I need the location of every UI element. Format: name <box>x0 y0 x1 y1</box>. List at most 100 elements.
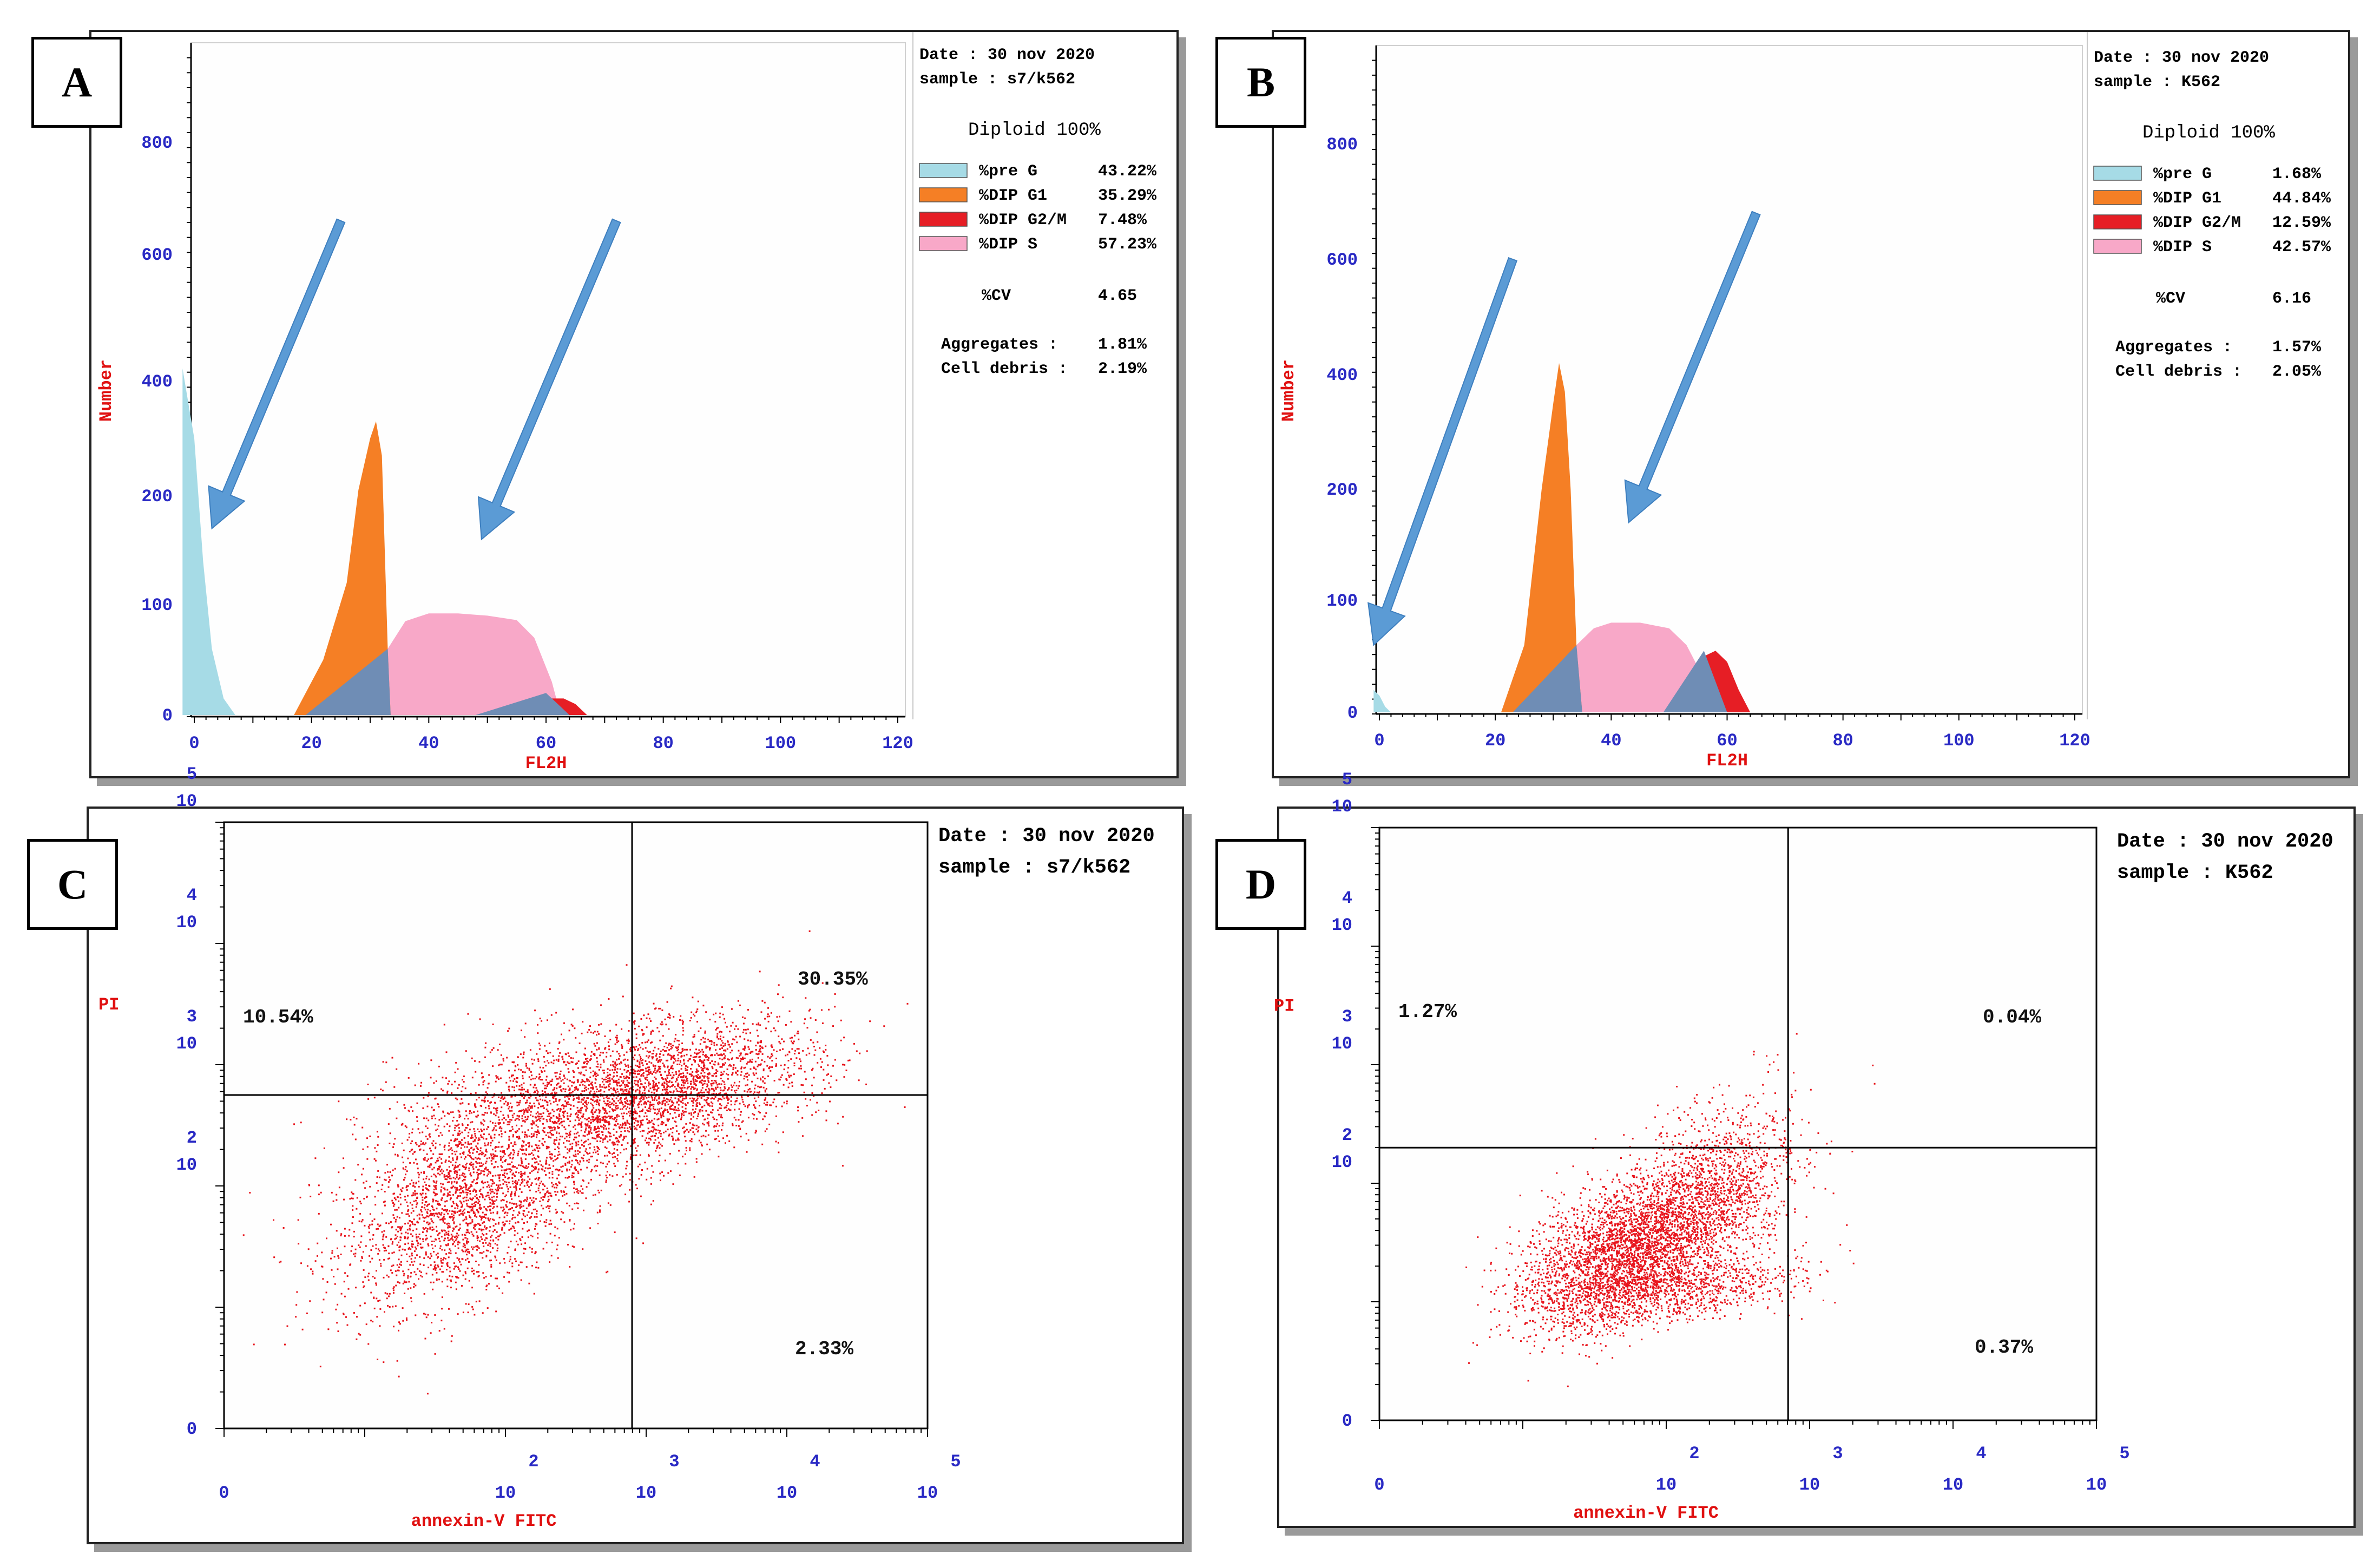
histogram-panel-a: 0 20 40 60 80 100 120 0 100 200 400 600 800 FL2H Numbe… <box>89 30 1179 778</box>
g1-s-overlap <box>1513 645 1582 712</box>
quadrant-lower-right: 0.37% <box>1975 1336 2033 1359</box>
x-tick-exponent: 2 <box>1689 1444 1699 1464</box>
plot-area <box>1376 45 2083 714</box>
x-axis-label: FL2H <box>1706 751 1748 771</box>
x-tick-label: 10 <box>1656 1475 1676 1495</box>
x-tick-exponent: 2 <box>528 1452 538 1472</box>
legend-label: %DIP G2/M <box>2153 214 2241 232</box>
dip-g1-peak <box>1501 363 1582 712</box>
plot-area <box>223 821 929 1430</box>
x-tick-exponent: 3 <box>669 1452 679 1472</box>
cv-label: %CV <box>2156 290 2185 308</box>
x-tick-exponent: 4 <box>1976 1444 1986 1464</box>
legend-label: %pre G <box>979 162 1037 181</box>
y-tick-label: 100 <box>1326 591 1358 611</box>
sample-label: sample : K562 <box>2094 73 2220 91</box>
legend-value: 7.48% <box>1098 211 1147 230</box>
arrow-1 <box>208 218 346 530</box>
x-tick-label: 100 <box>1943 731 1975 751</box>
legend-value: 1.68% <box>2272 165 2322 183</box>
scatter-chart-c: 0 0 10 2 10 2 10 3 10 3 10 4 10 4 10 5 10 5 annexin-V FITC… <box>98 764 1155 1531</box>
legend-swatch <box>2093 190 2142 205</box>
x-tick-label: 10 <box>2086 1475 2107 1495</box>
legend-swatch <box>2093 239 2142 254</box>
quadrant-lower-right: 2.33% <box>795 1338 853 1360</box>
y-axis-label: PI <box>98 995 119 1015</box>
diploid-label: Diploid 100% <box>968 120 1101 141</box>
y-tick-label: 200 <box>1326 480 1358 500</box>
y-tick-exponent: 2 <box>1342 1125 1352 1145</box>
panel-label-d: D <box>1215 839 1306 930</box>
panel-label-b: B <box>1215 37 1306 128</box>
y-tick-label: 400 <box>141 372 173 392</box>
x-axis-label: annexin-V FITC <box>411 1511 557 1531</box>
x-axis-label: annexin-V FITC <box>1573 1503 1719 1523</box>
x-tick-label: 10 <box>1943 1475 1963 1495</box>
x-tick-label: 80 <box>653 733 673 753</box>
y-tick-label: 10 <box>176 1034 197 1054</box>
legend-label: %DIP S <box>2153 238 2212 257</box>
panel-label-c: C <box>27 839 118 930</box>
s-g2m-overlap <box>1663 651 1727 712</box>
y-tick-exponent: 5 <box>187 764 197 784</box>
sample-label: sample : K562 <box>2117 862 2273 884</box>
y-tick-label: 800 <box>1326 135 1358 155</box>
x-tick-label: 60 <box>536 733 556 753</box>
arrow-2 <box>1624 211 1761 524</box>
legend-swatch <box>919 187 968 202</box>
y-tick-exponent: 5 <box>1342 770 1352 790</box>
y-tick-label: 10 <box>1332 1152 1352 1172</box>
debris-value: 2.19% <box>1098 360 1147 378</box>
x-tick-label: 100 <box>765 733 797 753</box>
pre-g-area <box>1373 690 1391 712</box>
x-tick-label: 20 <box>1485 731 1505 751</box>
histogram-panel-b: 0 20 40 60 80 100 120 0 100 200 400 600 800 FL2H Numbe… <box>1272 30 2350 778</box>
y-axis-label: Number <box>96 359 116 422</box>
scatter-panel-c: 0 0 10 2 10 2 10 3 10 3 10 4 10 4 10 5 10 5 annexin-V FITC… <box>87 764 1184 1544</box>
y-tick-label: 10 <box>1332 797 1352 817</box>
scatter-panel-d: 0 0 10 2 10 2 10 3 10 3 10 4 10 4 10 5 10 5 annexin-V FITC… <box>1274 770 2356 1528</box>
debris-label: Cell debris : <box>2115 363 2242 381</box>
quadrant-upper-right: 0.04% <box>1983 1006 2041 1028</box>
y-axis-label: PI <box>1274 996 1294 1017</box>
pre-g-area <box>182 368 235 715</box>
legend-swatch <box>919 212 968 227</box>
y-tick-label: 10 <box>176 1155 197 1175</box>
x-tick-exponent: 4 <box>810 1452 820 1472</box>
sample-label: sample : s7/k562 <box>938 856 1130 879</box>
y-tick-label: 400 <box>1326 365 1358 385</box>
y-tick-label: 10 <box>176 791 197 811</box>
y-tick-exponent: 3 <box>1342 1007 1352 1027</box>
cv-value: 4.65 <box>1098 287 1137 305</box>
cv-label: %CV <box>982 287 1011 305</box>
cv-value: 6.16 <box>2272 290 2311 308</box>
diploid-label: Diploid 100% <box>2142 123 2275 143</box>
arrow-2 <box>477 218 621 541</box>
y-tick-label: 800 <box>141 133 173 153</box>
x-tick-label: 80 <box>1832 731 1853 751</box>
g1-s-overlap <box>305 648 391 715</box>
x-tick-label: 20 <box>301 733 321 753</box>
date-label: Date : 30 nov 2020 <box>2117 830 2333 853</box>
panel-label-a: A <box>31 37 122 128</box>
x-tick-exponent: 5 <box>2119 1444 2129 1464</box>
y-tick-exponent: 4 <box>187 886 197 906</box>
y-tick-label: 10 <box>1332 915 1352 935</box>
date-label: Date : 30 nov 2020 <box>919 46 1095 64</box>
x-tick-label: 10 <box>636 1483 656 1503</box>
dip-g1-peak <box>294 421 391 715</box>
quadrant-upper-left: 1.27% <box>1398 1001 1457 1023</box>
scatter-chart-d: 0 0 10 2 10 2 10 3 10 3 10 4 10 4 10 5 10 5 annexin-V FITC… <box>1274 770 2333 1523</box>
legend-label: %DIP G2/M <box>979 211 1067 230</box>
x-tick-label: 40 <box>1601 731 1621 751</box>
legend-value: 12.59% <box>2272 214 2331 232</box>
y-tick-label: 200 <box>141 487 173 507</box>
y-tick-label: 0 <box>1342 1411 1352 1431</box>
x-tick-label: 0 <box>1374 731 1384 751</box>
legend-value: 44.84% <box>2272 189 2331 208</box>
x-tick-label: 0 <box>189 733 199 753</box>
histogram-chart-a: 0 20 40 60 80 100 120 0 100 200 400 600 800 FL2H Numbe… <box>96 32 1157 773</box>
arrow-1 <box>1367 257 1518 646</box>
y-tick-exponent: 4 <box>1342 888 1352 908</box>
date-label: Date : 30 nov 2020 <box>938 825 1155 848</box>
